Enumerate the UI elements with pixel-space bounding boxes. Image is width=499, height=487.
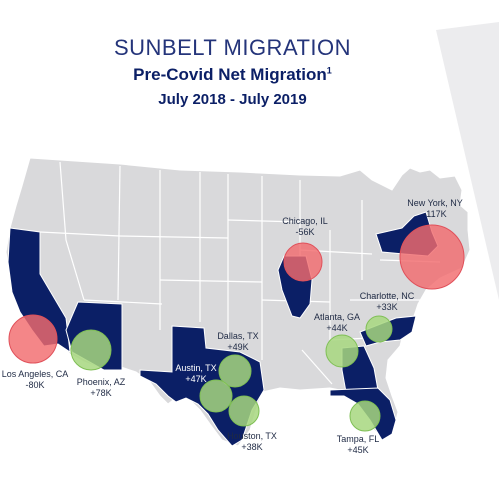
city-value: -56K [295, 227, 315, 237]
city-value: +45K [347, 445, 369, 455]
city-name: Tampa, FL [336, 434, 380, 444]
date-range: July 2018 - July 2019 [158, 91, 307, 108]
city-value: +78K [90, 388, 112, 398]
city-value: -80K [25, 380, 45, 390]
page-subtitle: Pre-Covid Net Migration1 [0, 65, 465, 85]
city-label-tampa: Tampa, FL +45K [323, 434, 393, 456]
city-label-phoenix: Phoenix, AZ +78K [66, 377, 136, 399]
city-label-austin: Austin, TX +47K [161, 363, 231, 385]
city-name: Austin, TX [175, 363, 217, 373]
city-value: +38K [241, 442, 263, 452]
city-label-atlanta: Atlanta, GA +44K [302, 312, 372, 334]
marker-charlotte [365, 315, 393, 343]
marker-new-york [399, 224, 465, 290]
city-value: +49K [227, 342, 249, 352]
city-value: +47K [185, 374, 207, 384]
city-name: New York, NY [407, 198, 463, 208]
city-value: -117K [423, 209, 447, 219]
marker-houston [228, 395, 260, 427]
loss-circles [8, 224, 465, 364]
marker-austin [199, 379, 233, 413]
city-name: Charlotte, NC [359, 291, 415, 301]
city-label-los-angeles: Los Angeles, CA -80K [0, 369, 70, 391]
gain-circles [70, 315, 393, 432]
city-value: +44K [326, 323, 348, 333]
marker-phoenix [70, 329, 112, 371]
state-florida [329, 387, 397, 441]
city-name: Chicago, IL [282, 216, 328, 226]
city-name: Houston, TX [227, 431, 277, 441]
marker-chicago [283, 242, 323, 282]
city-name: Phoenix, AZ [76, 377, 126, 387]
marker-dallas [218, 354, 252, 388]
city-label-new-york: New York, NY -117K [398, 198, 472, 220]
marker-atlanta [325, 334, 359, 368]
city-label-charlotte: Charlotte, NC +33K [350, 291, 424, 313]
city-name: Dallas, TX [217, 331, 259, 341]
subtitle-text: Pre-Covid Net Migration [133, 65, 327, 84]
city-name: Los Angeles, CA [1, 369, 69, 379]
city-value: +33K [376, 302, 398, 312]
marker-tampa [349, 400, 381, 432]
city-label-chicago: Chicago, IL -56K [270, 216, 340, 238]
footnote-marker: 1 [326, 65, 332, 76]
city-label-houston: Houston, TX +38K [217, 431, 287, 453]
city-name: Atlanta, GA [313, 312, 361, 322]
city-label-dallas: Dallas, TX +49K [203, 331, 273, 353]
page-title: SUNBELT MIGRATION [113, 35, 352, 60]
marker-los-angeles [8, 314, 58, 364]
